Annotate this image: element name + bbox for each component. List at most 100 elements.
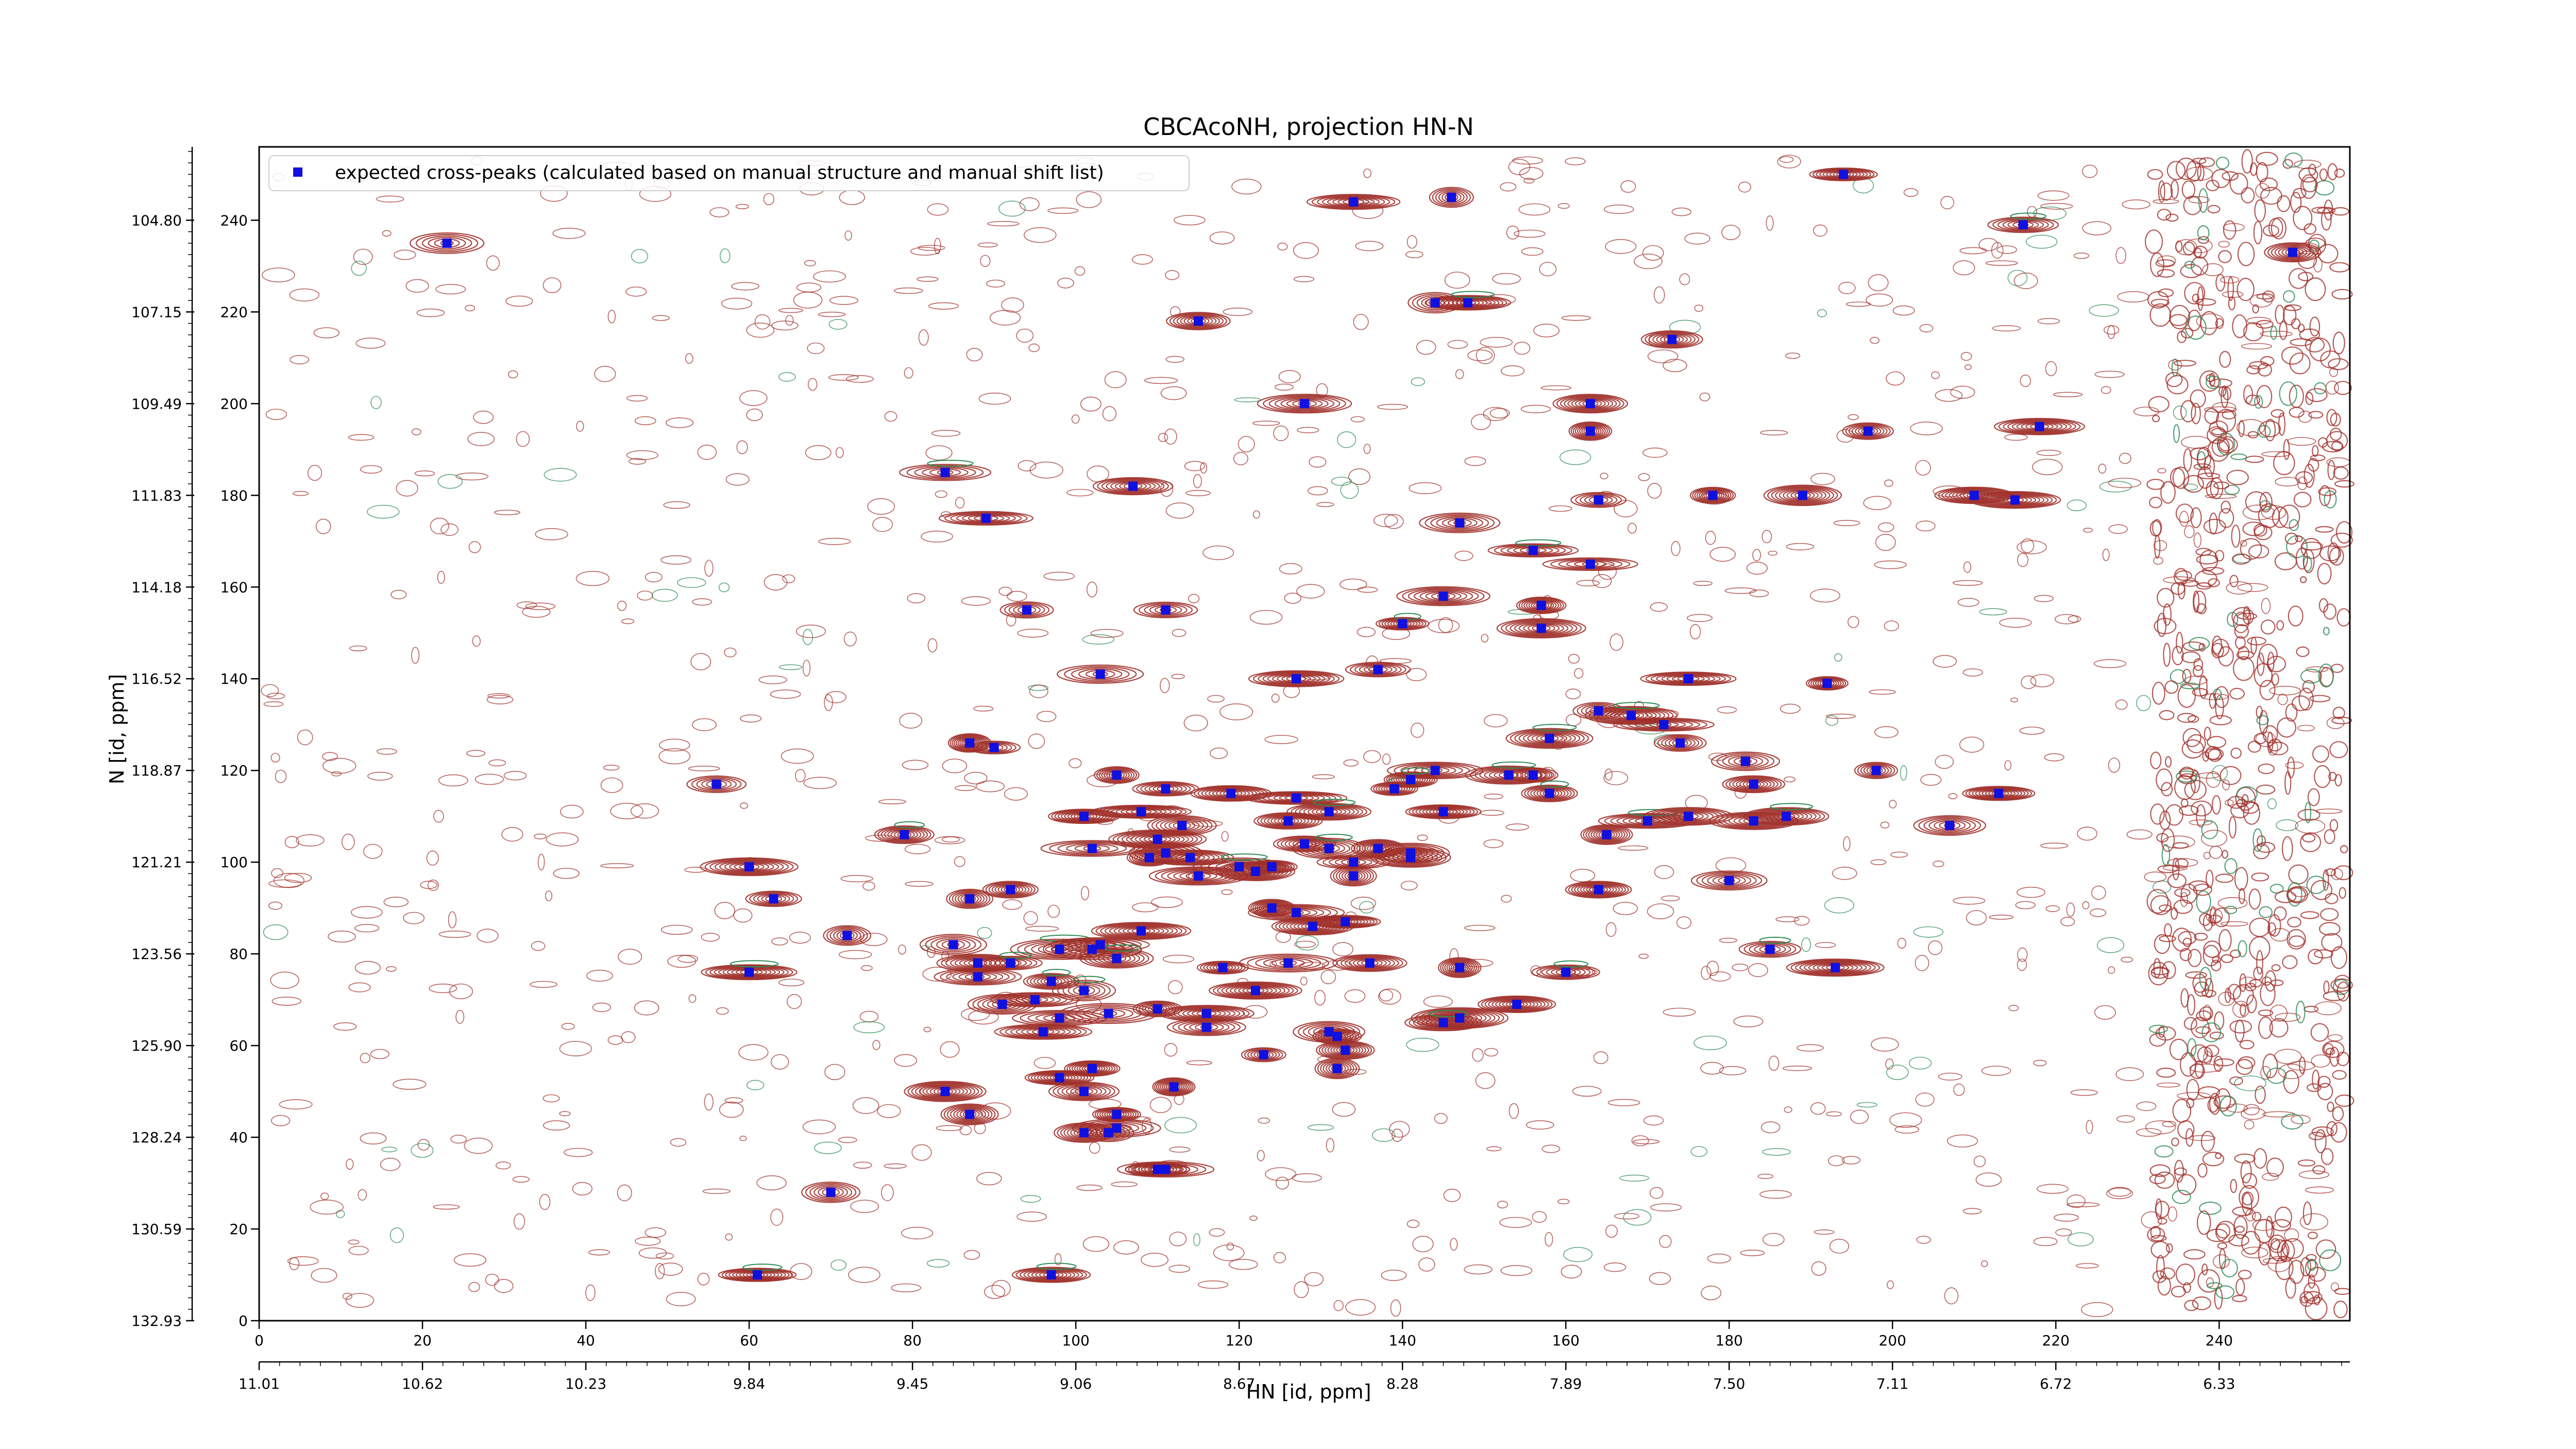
noise-contour (942, 836, 960, 843)
peak-contour (1257, 394, 1352, 414)
noise-contour (561, 1023, 575, 1030)
edge-noise-contour (2238, 419, 2245, 437)
edge-noise-contour (2172, 842, 2189, 849)
peak-contour (1783, 489, 1823, 502)
cross-peak-point (2288, 247, 2297, 257)
noise-contour (2044, 753, 2064, 762)
peak-contour (428, 237, 466, 249)
noise-contour (382, 230, 392, 237)
peak-contour (1223, 863, 1289, 880)
noise-contour (927, 638, 938, 653)
edge-noise-contour (2187, 1038, 2197, 1057)
noise-contour (2089, 304, 2119, 317)
cross-peak-point (1324, 807, 1334, 817)
edge-noise-contour (2305, 392, 2314, 406)
noise-contour (1363, 169, 1372, 178)
edge-noise-contour (2317, 244, 2338, 264)
noise-contour (2297, 724, 2315, 732)
noise-contour (563, 1148, 593, 1157)
peak-contour (1140, 782, 1191, 795)
peak-contour (1492, 998, 1543, 1010)
y-ppm-tick-label: 109.49 (131, 395, 182, 412)
noise-contour (1953, 897, 1986, 905)
noise-contour (1671, 541, 1681, 557)
edge-noise-contour (2161, 828, 2175, 852)
edge-noise-contour (2210, 906, 2217, 926)
peak-contour (1183, 1021, 1230, 1033)
edge-noise-contour (2193, 591, 2207, 614)
noise-contour (1653, 734, 1687, 747)
noise-contour (718, 582, 730, 593)
edge-noise-contour (2196, 1210, 2211, 1235)
noise-contour (1406, 1037, 1439, 1052)
edge-noise-contour (2234, 1019, 2245, 1042)
noise-contour (2082, 221, 2112, 235)
noise-contour (270, 971, 299, 989)
edge-noise-contour (2175, 570, 2192, 581)
x-index-tick-label: 220 (2042, 1332, 2070, 1349)
edge-noise-contour (2209, 715, 2232, 726)
noise-contour (494, 1279, 514, 1293)
cross-peak-point (1504, 770, 1514, 780)
noise-contour (353, 248, 373, 265)
peak-contour (1180, 315, 1217, 327)
noise-contour (2107, 325, 2115, 340)
peak-contour (1987, 216, 2059, 233)
peak-contour (1008, 603, 1045, 616)
x-index-tick-label: 180 (1716, 1332, 1743, 1349)
noise-contour (2222, 779, 2230, 790)
noise-contour (763, 193, 775, 206)
peak-contour (1354, 663, 1402, 676)
noise-contour (1234, 397, 1261, 402)
noise-contour (2054, 1214, 2079, 1222)
noise-contour (893, 287, 923, 294)
noise-contour (1258, 1117, 1270, 1124)
peak-contour (1260, 814, 1316, 829)
peak-contour (1425, 514, 1495, 532)
edge-noise-contour (2329, 547, 2344, 566)
noise-contour (331, 771, 342, 777)
noise-contour (1618, 845, 1649, 851)
noise-contour (1794, 916, 1810, 926)
peak-contour (1213, 982, 1298, 999)
noise-contour (393, 1079, 427, 1090)
edge-noise-contour (2215, 1220, 2236, 1243)
edge-noise-contour (2219, 766, 2242, 785)
cross-peak-point (1463, 298, 1472, 308)
peak-contour (2278, 246, 2308, 258)
noise-contour (1874, 726, 1899, 738)
edge-noise-contour (2235, 1278, 2245, 1296)
noise-contour (348, 434, 375, 441)
edge-noise-contour (2221, 1259, 2238, 1277)
edge-noise-contour (2183, 448, 2192, 472)
edge-noise-contour (2299, 328, 2320, 341)
noise-contour (1467, 349, 1493, 361)
noise-contour (1514, 341, 1531, 355)
noise-contour (2097, 937, 2125, 953)
noise-contour (1047, 207, 1079, 214)
noise-contour (1293, 276, 1315, 282)
edge-noise-contour (2289, 407, 2304, 418)
peak-contour (1690, 870, 1768, 891)
noise-contour (1111, 1181, 1138, 1187)
edge-noise-contour (2293, 206, 2313, 230)
cross-peak-point (1536, 600, 1546, 610)
edge-noise-contour (2163, 643, 2171, 667)
cross-peak-point (826, 1187, 836, 1197)
edge-noise-contour (2334, 169, 2345, 178)
edge-noise-contour (2206, 869, 2214, 888)
peak-contour (1215, 861, 1296, 881)
edge-noise-contour (2314, 1129, 2327, 1154)
cross-peak-point (1250, 986, 1260, 996)
noise-contour (872, 1040, 880, 1050)
noise-contour (975, 780, 1005, 793)
peak-contour (1523, 731, 1577, 746)
edge-noise-contour (2247, 431, 2259, 439)
noise-contour (1165, 270, 1180, 280)
noise-contour (263, 924, 289, 940)
edge-noise-contour (2207, 205, 2221, 214)
noise-contour (348, 982, 371, 992)
noise-contour (433, 1204, 460, 1210)
noise-contour (771, 321, 799, 331)
edge-noise-contour (2209, 693, 2216, 709)
